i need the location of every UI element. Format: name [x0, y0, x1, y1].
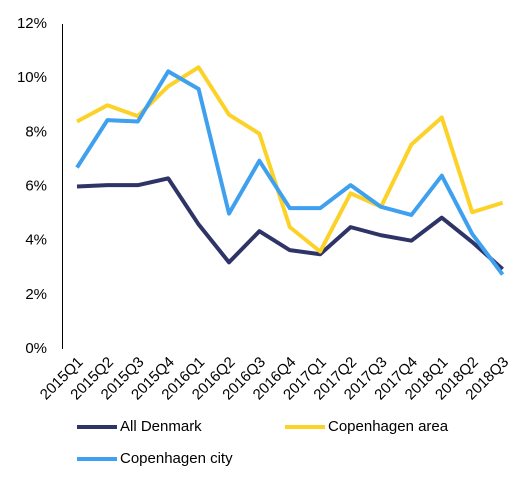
- series-line: [76, 176, 504, 271]
- y-tick-label: 10%: [17, 69, 47, 86]
- legend-label: Copenhagen area: [328, 418, 449, 435]
- y-tick-label: 2%: [25, 286, 47, 303]
- series-line: [76, 65, 504, 254]
- y-tick-label: 0%: [25, 340, 47, 357]
- y-tick-label: 8%: [25, 123, 47, 140]
- y-tick-label: 4%: [25, 232, 47, 249]
- legend-label: Copenhagen city: [120, 450, 233, 467]
- legend-label: All Denmark: [120, 418, 202, 435]
- y-tick-label: 6%: [25, 177, 47, 194]
- series-line: [75, 69, 505, 276]
- y-tick-label: 12%: [17, 15, 47, 32]
